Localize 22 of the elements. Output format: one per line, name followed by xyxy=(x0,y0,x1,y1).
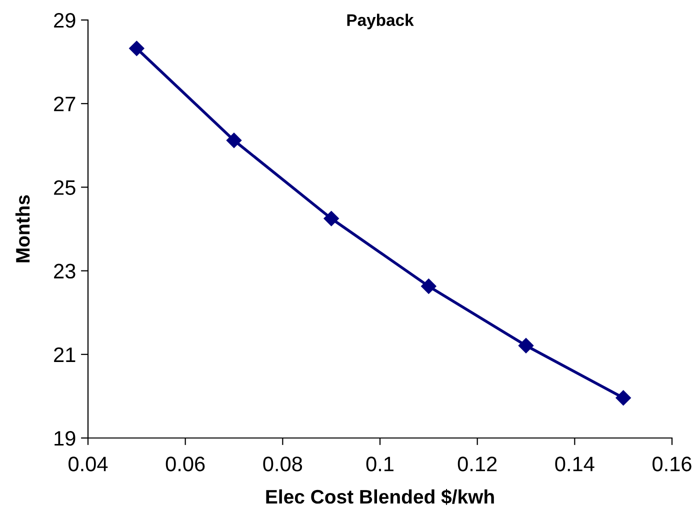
x-axis-title: Elec Cost Blended $/kwh xyxy=(266,489,494,505)
x-tick-label: 0.14 xyxy=(555,456,594,472)
y-tick-label: 29 xyxy=(54,13,76,28)
point xyxy=(226,132,242,148)
y-tick-label: 23 xyxy=(54,264,76,279)
y-tick-label: 19 xyxy=(54,431,76,446)
x-tick-label: 0.12 xyxy=(458,456,497,472)
y-tick-label: 21 xyxy=(54,347,76,362)
y-tick-label: 25 xyxy=(54,180,76,195)
chart-title: Payback xyxy=(347,14,414,30)
point xyxy=(518,338,534,354)
y-axis-title: Months xyxy=(15,195,30,262)
point xyxy=(421,278,436,294)
x-tick-label: 0.16 xyxy=(652,456,692,472)
y-tick-label: 27 xyxy=(54,96,76,112)
x-tick-label: 0.06 xyxy=(166,456,205,472)
x-tick-label: 0.1 xyxy=(366,456,394,472)
point xyxy=(616,390,631,406)
point xyxy=(324,210,339,226)
x-tick-label: 0.08 xyxy=(263,456,302,472)
point xyxy=(129,40,144,56)
x-tick-label: 0.04 xyxy=(68,456,108,472)
